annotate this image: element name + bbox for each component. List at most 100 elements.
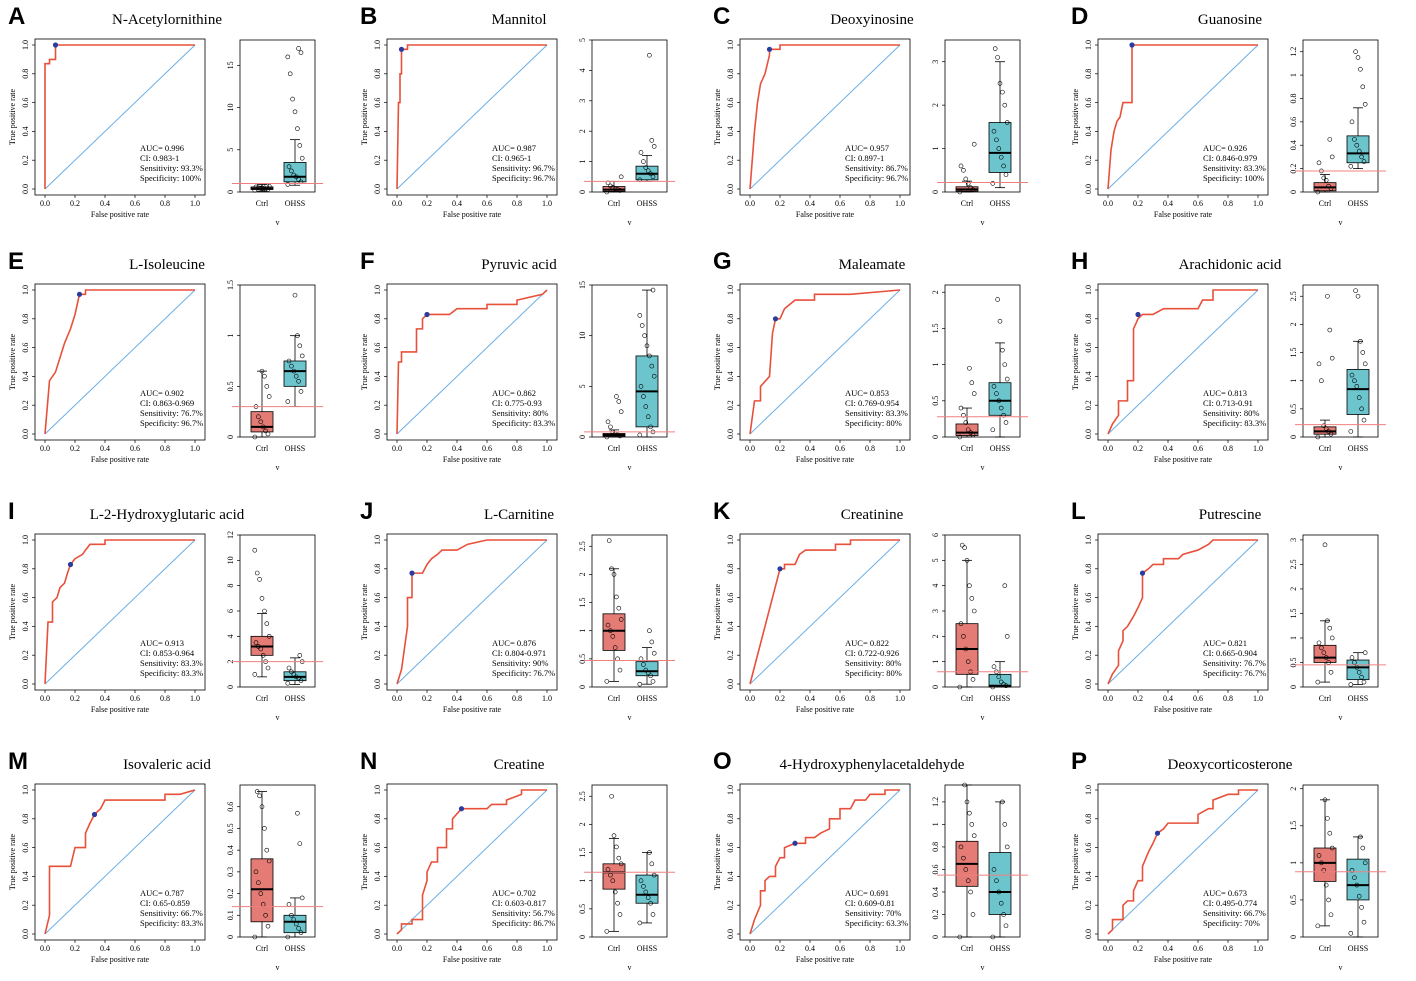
- box-y-tick-label: 3: [931, 60, 940, 64]
- roc-y-tick-label: 0.8: [373, 69, 382, 79]
- roc-stat-sensitivity: Sensitivity: 83.3%: [140, 658, 203, 668]
- box-point: [651, 650, 657, 656]
- box-point: [645, 414, 651, 420]
- roc-stat-specificity: Specificity: 83.3%: [492, 418, 555, 428]
- roc-y-tick-label: 0.4: [1084, 126, 1093, 136]
- box-point: [963, 420, 969, 425]
- box-y-tick-label: 3: [931, 609, 940, 613]
- box-y-tick-label: 0.6: [1289, 117, 1298, 127]
- roc-diagonal: [1107, 539, 1259, 685]
- roc-x-tick-label: 0.8: [512, 444, 522, 453]
- box-point: [1359, 406, 1364, 412]
- box-group-label: OHSS: [990, 694, 1010, 703]
- box-point: [286, 358, 292, 364]
- box-y-tick-label: 1: [931, 363, 940, 367]
- box-y-tick-label: 1: [931, 147, 940, 151]
- box-point: [1316, 160, 1322, 166]
- box-point: [998, 154, 1004, 160]
- box-point: [1315, 434, 1321, 440]
- roc-y-tick-label: 0.4: [1084, 871, 1093, 881]
- roc-x-tick-label: 0.0: [392, 444, 402, 453]
- roc-stat-sensitivity: Sensitivity: 80%: [845, 658, 901, 668]
- panel-d: D Guanosine 0.0 0.0 0.2 0.2 0.4 0.4 0.6 0.6 0.8 0.8…: [1071, 3, 1386, 227]
- box-point: [1355, 293, 1361, 299]
- box-point: [1327, 327, 1333, 333]
- box-group-label: OHSS: [1348, 199, 1368, 208]
- box-point: [1328, 669, 1334, 675]
- box-xlabel: v: [1339, 463, 1343, 472]
- box-point: [990, 934, 996, 940]
- box-y-tick-label: 3: [1289, 538, 1298, 542]
- box-point: [293, 373, 299, 379]
- box-y-tick-label: 0.2: [1289, 164, 1298, 174]
- box-point: [259, 185, 265, 191]
- box-point: [1361, 679, 1367, 685]
- roc-curve: [396, 789, 547, 935]
- roc-optimal-point: [777, 566, 783, 572]
- box-point: [287, 71, 293, 77]
- roc-diagonal: [749, 289, 901, 435]
- roc-x-tick-label: 0.0: [40, 944, 50, 953]
- panel-i: I L-2-Hydroxyglutaric acid 0.0 0.0 0.2 0.2 0.4…: [8, 498, 323, 722]
- box-point: [1323, 882, 1329, 888]
- roc-diagonal: [749, 539, 901, 685]
- roc-x-tick-label: 0.8: [512, 199, 522, 208]
- box-point: [285, 54, 291, 60]
- box-y-tick-label: 0: [578, 935, 587, 939]
- roc-stat-specificity: Specificity: 100%: [1203, 173, 1264, 183]
- box-point: [1358, 66, 1363, 72]
- box-point: [610, 878, 616, 884]
- box-point: [639, 323, 645, 328]
- box-y-tick-label: 4: [931, 584, 940, 588]
- box-point: [962, 782, 967, 788]
- roc-x-tick-label: 0.6: [835, 694, 845, 703]
- roc-optimal-point: [52, 42, 59, 48]
- box-point: [291, 917, 297, 922]
- box-point: [1358, 834, 1363, 840]
- panel-title: L-Carnitine: [484, 507, 554, 523]
- roc-stat-specificity: Specificity: 63.3%: [845, 918, 908, 928]
- box-point: [611, 833, 617, 838]
- roc-ylabel: True positive rate: [360, 833, 369, 890]
- box-y-tick-label: 2: [931, 103, 940, 107]
- box-point: [637, 920, 643, 926]
- box-point: [958, 844, 964, 850]
- box-point: [643, 667, 649, 673]
- box-point: [1348, 163, 1354, 169]
- roc-frame: [1097, 283, 1269, 441]
- roc-x-tick-label: 0.4: [805, 444, 815, 453]
- roc-xlabel: False positive rate: [796, 210, 855, 219]
- roc-y-tick-label: 0.2: [21, 900, 30, 910]
- box-point: [1358, 338, 1363, 344]
- roc-x-tick-label: 1.0: [542, 944, 552, 953]
- roc-diagonal: [44, 44, 196, 190]
- panel-title: Guanosine: [1198, 12, 1262, 28]
- box-y-tick-label: 1: [931, 822, 940, 826]
- box-point: [296, 378, 301, 384]
- roc-y-tick-label: 0.6: [373, 593, 382, 603]
- roc-y-tick-label: 0.4: [373, 871, 382, 881]
- box-frame: [591, 534, 668, 688]
- box-point: [266, 394, 272, 399]
- box-point: [997, 318, 1003, 324]
- roc-stat-ci: CI: 0.863-0.969: [140, 398, 194, 408]
- box-point: [1316, 361, 1322, 367]
- roc-y-tick-label: 0.4: [1084, 621, 1093, 631]
- box-point: [296, 46, 301, 51]
- box-point: [298, 930, 304, 935]
- box-y-tick-label: 1: [1289, 379, 1298, 383]
- box-point: [648, 171, 653, 177]
- roc-stat-sensitivity: Sensitivity: 83.3%: [845, 408, 908, 418]
- roc-optimal-point: [1154, 830, 1161, 836]
- roc-xlabel: False positive rate: [91, 955, 150, 964]
- roc-y-tick-label: 0.6: [373, 843, 382, 853]
- roc-x-tick-label: 0.8: [1223, 444, 1233, 453]
- roc-frame: [34, 533, 206, 691]
- roc-x-tick-label: 0.0: [392, 199, 402, 208]
- roc-stat-ci: CI: 0.65-0.859: [140, 898, 190, 908]
- roc-y-tick-label: 0.2: [726, 155, 735, 165]
- box-y-tick-label: 0: [226, 935, 235, 939]
- roc-stat-ci: CI: 0.769-0.954: [845, 398, 900, 408]
- roc-xlabel: False positive rate: [91, 705, 150, 714]
- roc-y-tick-label: 0.0: [373, 679, 382, 689]
